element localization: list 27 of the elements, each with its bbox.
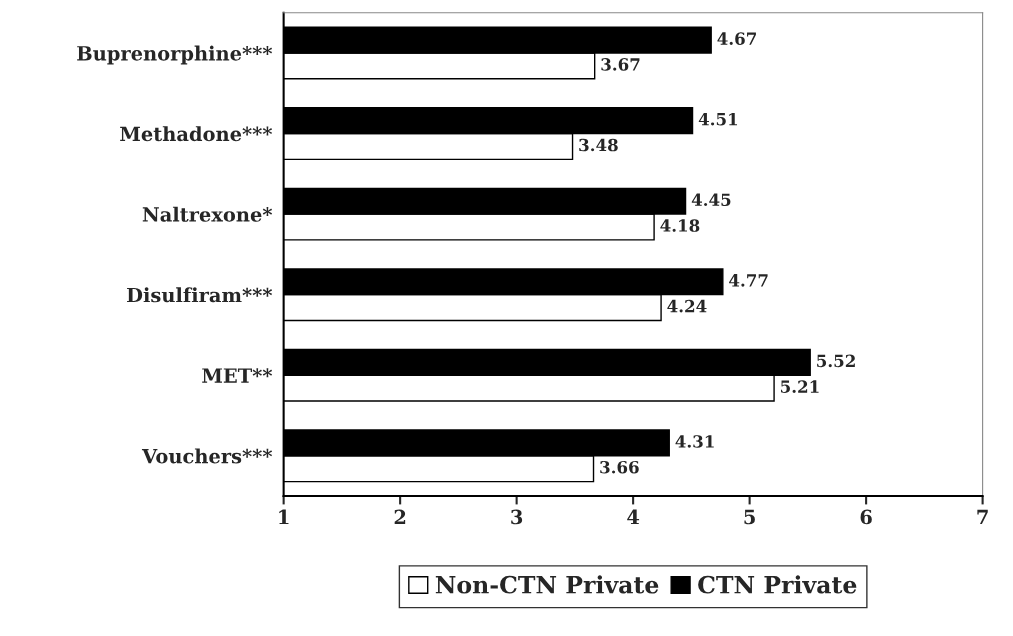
y-tick-label: Buprenorphine*** [77,45,273,65]
data-label: 4.67 [717,32,756,45]
data-label: 4.51 [698,112,738,126]
x-tick-label: 1 [279,509,289,525]
data-label: 5.52 [817,354,855,368]
data-label: 4.45 [691,193,731,207]
y-tick-label: Methadone*** [120,126,273,142]
y-tick-label: Vouchers*** [141,448,273,464]
data-label: 3.48 [579,138,618,152]
data-label: 3.67 [601,58,640,71]
x-tick-label: 2 [394,509,406,525]
x-tick-label: 6 [860,509,872,525]
data-label: 4.24 [667,299,707,313]
x-tick-label: 4 [627,509,640,525]
data-label: 4.18 [660,219,700,232]
x-tick-label: 3 [511,509,523,525]
data-label: 4.31 [675,435,714,448]
data-label: 3.66 [600,460,639,474]
x-tick-label: 5 [744,509,755,525]
legend-label: CTN Private [698,575,857,594]
y-tick-label: MET** [202,368,273,383]
y-tick-label: Disulfiram*** [127,287,273,303]
data-label: 5.21 [781,380,819,393]
legend-label: Non-CTN Private [435,575,659,594]
y-tick-label: Naltrexone* [142,206,273,222]
data-label: 4.77 [729,274,768,287]
x-tick-label: 7 [977,509,988,525]
